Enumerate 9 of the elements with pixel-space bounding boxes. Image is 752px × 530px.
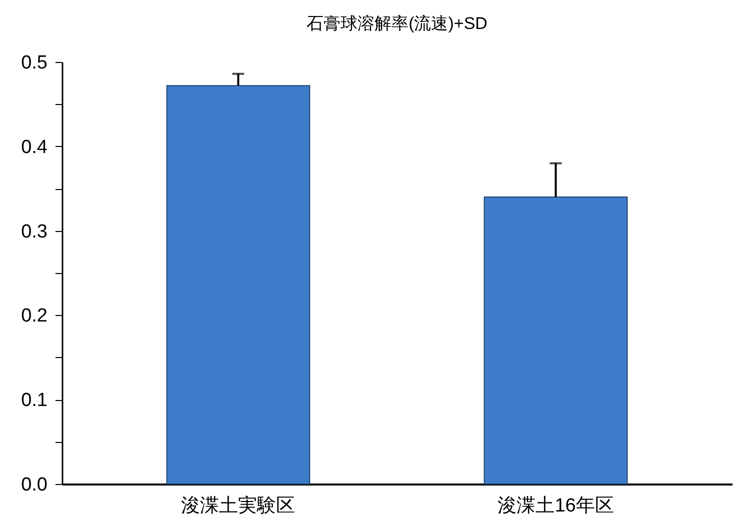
y-tick-label: 0.5 xyxy=(21,52,48,74)
x-tick-label: 浚渫土実験区 xyxy=(181,494,296,516)
y-tick-label: 0.2 xyxy=(21,306,48,327)
x-tick-label: 浚渫土16年区 xyxy=(498,496,614,516)
y-tick-label: 0.0 xyxy=(21,474,48,496)
y-tick-label: 0.3 xyxy=(21,221,48,242)
y-tick-label: 0.4 xyxy=(21,136,48,158)
chart-title: 石膏球溶解率(流速)+SD xyxy=(306,14,488,33)
y-tick-label: 0.1 xyxy=(21,390,48,412)
